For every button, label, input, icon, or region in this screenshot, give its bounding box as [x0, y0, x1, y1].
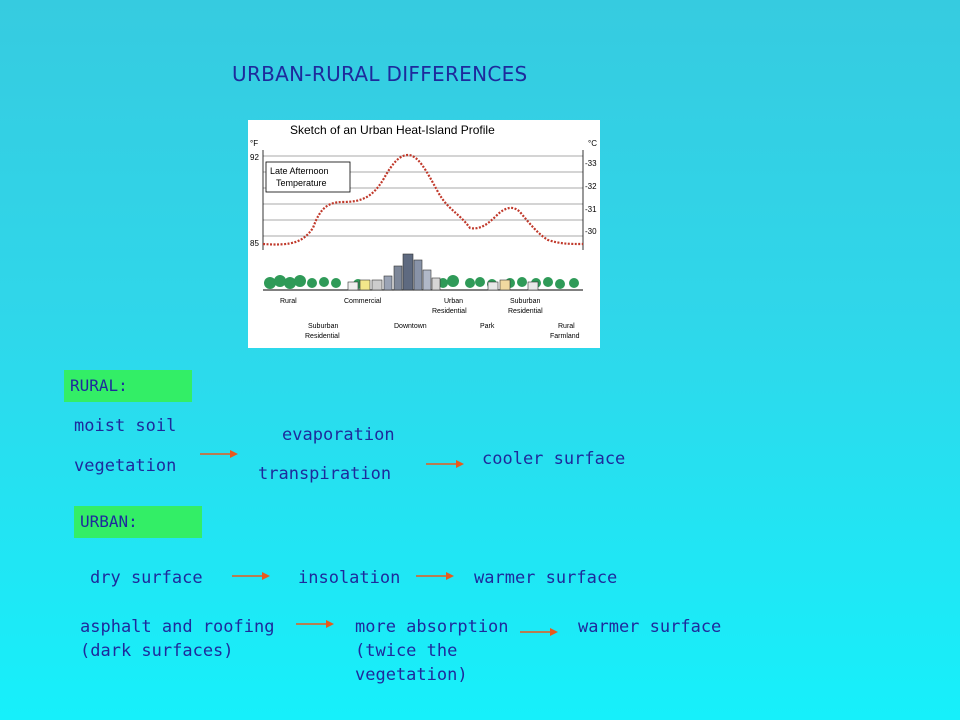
- loc-label-downtown: Downtown: [394, 323, 427, 330]
- arrow-right-icon: [232, 571, 270, 581]
- urban-row2-process: more absorption (twice the vegetation): [355, 617, 509, 685]
- rural-cause-moist-soil: moist soil: [74, 416, 177, 436]
- urban-row1-cause: dry surface: [90, 568, 203, 588]
- loc-label-rural: Rural: [280, 298, 297, 305]
- heat-island-figure: Sketch of an Urban Heat-Island Profile °…: [248, 120, 600, 348]
- loc-label-commercial: Commercial: [344, 298, 382, 305]
- rural-cause-vegetation: vegetation: [74, 456, 177, 476]
- c-tick-30: -30: [585, 227, 597, 236]
- f-tick-92: 92: [250, 153, 259, 162]
- loc-label-residential-2: Residential: [305, 333, 340, 340]
- arrow-right-icon: [520, 627, 558, 637]
- urban-header: URBAN:: [74, 506, 202, 538]
- urban-row1-result: warmer surface: [474, 568, 618, 588]
- temperature-profile-curve: [262, 153, 584, 246]
- f-tick-85: 85: [250, 239, 259, 248]
- loc-label-suburban-residential: Residential: [508, 308, 543, 315]
- legend-line-2: Temperature: [276, 178, 327, 188]
- arrow-right-icon: [200, 449, 238, 459]
- axes: [262, 150, 584, 250]
- rural-process-evaporation: evaporation: [282, 425, 395, 445]
- loc-label-suburban: Suburban: [510, 298, 540, 305]
- loc-label-farmland: Farmland: [550, 333, 580, 340]
- rural-result: cooler surface: [482, 449, 626, 469]
- loc-label-urban-residential: Residential: [432, 308, 467, 315]
- loc-label-suburban-2: Suburban: [308, 323, 338, 330]
- c-tick-33: -33: [585, 159, 597, 168]
- urban-row2-result: warmer surface: [578, 617, 722, 637]
- unit-f: °F: [250, 139, 258, 148]
- arrow-right-icon: [426, 459, 464, 469]
- unit-c: °C: [588, 139, 597, 148]
- loc-label-rural-2: Rural: [558, 323, 575, 330]
- buildings: [347, 253, 539, 291]
- figure-heading: Sketch of an Urban Heat-Island Profile: [290, 123, 495, 137]
- heat-island-svg: Sketch of an Urban Heat-Island Profile °…: [250, 123, 597, 340]
- urban-row1-process: insolation: [298, 568, 401, 588]
- c-tick-31: -31: [585, 205, 597, 214]
- rural-header: RURAL:: [64, 370, 192, 402]
- c-tick-32: -32: [585, 182, 597, 191]
- arrow-right-icon: [296, 619, 334, 629]
- arrow-right-icon: [416, 571, 454, 581]
- urban-row2-cause: asphalt and roofing (dark surfaces): [80, 617, 275, 661]
- legend-line-1: Late Afternoon: [270, 166, 329, 176]
- page-title: URBAN-RURAL DIFFERENCES: [232, 62, 528, 86]
- rural-process-transpiration: transpiration: [258, 464, 392, 484]
- loc-label-park: Park: [480, 323, 495, 330]
- loc-label-urban: Urban: [444, 298, 463, 305]
- legend-box: [265, 161, 351, 193]
